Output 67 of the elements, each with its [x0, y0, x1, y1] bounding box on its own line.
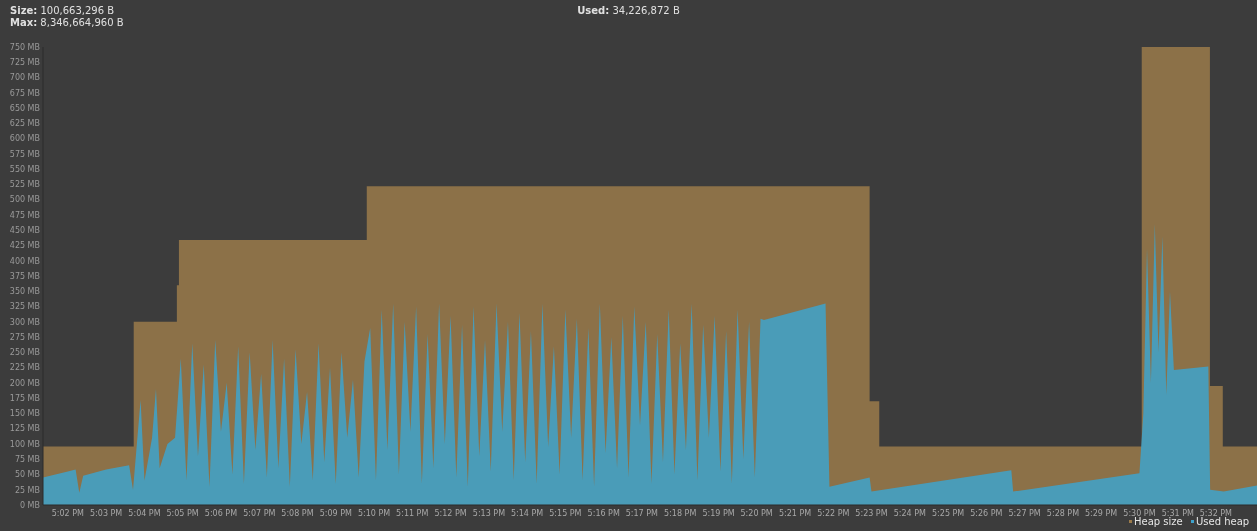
legend-label: Heap size [1134, 516, 1183, 527]
y-tick-label: 700 MB [9, 73, 40, 83]
y-tick-label: 450 MB [9, 226, 40, 235]
x-tick-label: 5:19 PM [702, 509, 735, 518]
y-tick-label: 275 MB [9, 332, 40, 342]
x-tick-label: 5:08 PM [281, 509, 314, 518]
x-tick-label: 5:23 PM [855, 509, 888, 518]
x-tick-label: 5:17 PM [625, 509, 659, 518]
y-tick-label: 550 MB [9, 164, 40, 174]
y-tick-label: 475 MB [9, 210, 40, 220]
x-tick-label: 5:12 PM [434, 509, 467, 518]
y-tick-label: 600 MB [9, 134, 40, 144]
x-tick-label: 5:27 PM [1008, 509, 1041, 518]
y-tick-label: 575 MB [9, 149, 40, 159]
x-tick-label: 5:20 PM [740, 509, 773, 518]
x-tick-label: 5:32 PM [1199, 509, 1233, 518]
x-tick-label: 5:14 PM [510, 509, 544, 518]
y-tick-label: 425 MB [9, 241, 40, 251]
x-tick-label: 5:05 PM [166, 509, 199, 518]
y-tick-label: 200 MB [9, 378, 40, 388]
x-tick-label: 5:24 PM [893, 509, 927, 518]
y-tick-label: 300 MB [9, 317, 40, 327]
x-tick-label: 5:15 PM [549, 509, 582, 518]
y-tick-label: 325 MB [9, 302, 40, 312]
x-tick-label: 5:07 PM [243, 509, 276, 518]
text: Max: 8,346,664,960 B [10, 17, 124, 28]
y-tick-label: 650 MB [9, 103, 40, 113]
x-tick-label: 5:09 PM [319, 509, 352, 518]
y-tick-label: 125 MB [9, 424, 40, 434]
x-tick-label: 5:31 PM [1161, 509, 1194, 518]
y-tick-label: 75 MB [14, 455, 40, 464]
x-tick-label: 5:25 PM [932, 509, 965, 518]
text: Used: 34,226,872 B [577, 5, 680, 16]
x-tick-label: 5:30 PM [1123, 509, 1156, 518]
legend-label: Used heap [1196, 516, 1250, 527]
y-tick-label: 175 MB [9, 393, 40, 403]
x-tick-label: 5:18 PM [664, 509, 697, 518]
x-tick-label: 5:10 PM [357, 509, 391, 518]
x-tick-label: 5:21 PM [778, 509, 812, 518]
y-tick-label: 350 MB [9, 287, 40, 297]
y-tick-label: 100 MB [9, 439, 40, 449]
x-tick-label: 5:28 PM [1046, 509, 1080, 518]
y-tick-label: 725 MB [9, 58, 40, 68]
y-tick-label: 525 MB [9, 180, 40, 190]
x-tick-label: 5:06 PM [204, 509, 238, 518]
y-tick-label: 625 MB [9, 119, 40, 129]
y-tick-label: 500 MB [9, 195, 40, 205]
y-tick-label: 675 MB [9, 88, 40, 98]
y-tick-label: 250 MB [9, 348, 40, 358]
y-tick-label: 50 MB [14, 470, 40, 480]
x-tick-label: 5:13 PM [472, 509, 506, 518]
x-tick-label: 5:29 PM [1084, 509, 1118, 518]
x-tick-label: 5:16 PM [587, 509, 620, 518]
x-tick-label: 5:04 PM [128, 509, 161, 518]
x-tick-label: 5:02 PM [51, 509, 85, 518]
text: Size: 100,663,296 B [10, 5, 115, 16]
x-tick-label: 5:11 PM [396, 509, 429, 518]
x-tick-label: 5:22 PM [817, 509, 850, 518]
x-tick-label: 5:26 PM [970, 509, 1003, 518]
y-tick-label: 225 MB [9, 363, 40, 373]
y-tick-label: 25 MB [14, 485, 40, 495]
y-tick-label: 150 MB [9, 409, 40, 419]
y-tick-label: 375 MB [9, 271, 40, 281]
y-tick-label: 750 MB [9, 42, 40, 52]
y-tick-label: 0 MB [19, 500, 40, 510]
x-tick-label: 5:03 PM [90, 509, 123, 518]
y-tick-label: 400 MB [9, 256, 40, 266]
